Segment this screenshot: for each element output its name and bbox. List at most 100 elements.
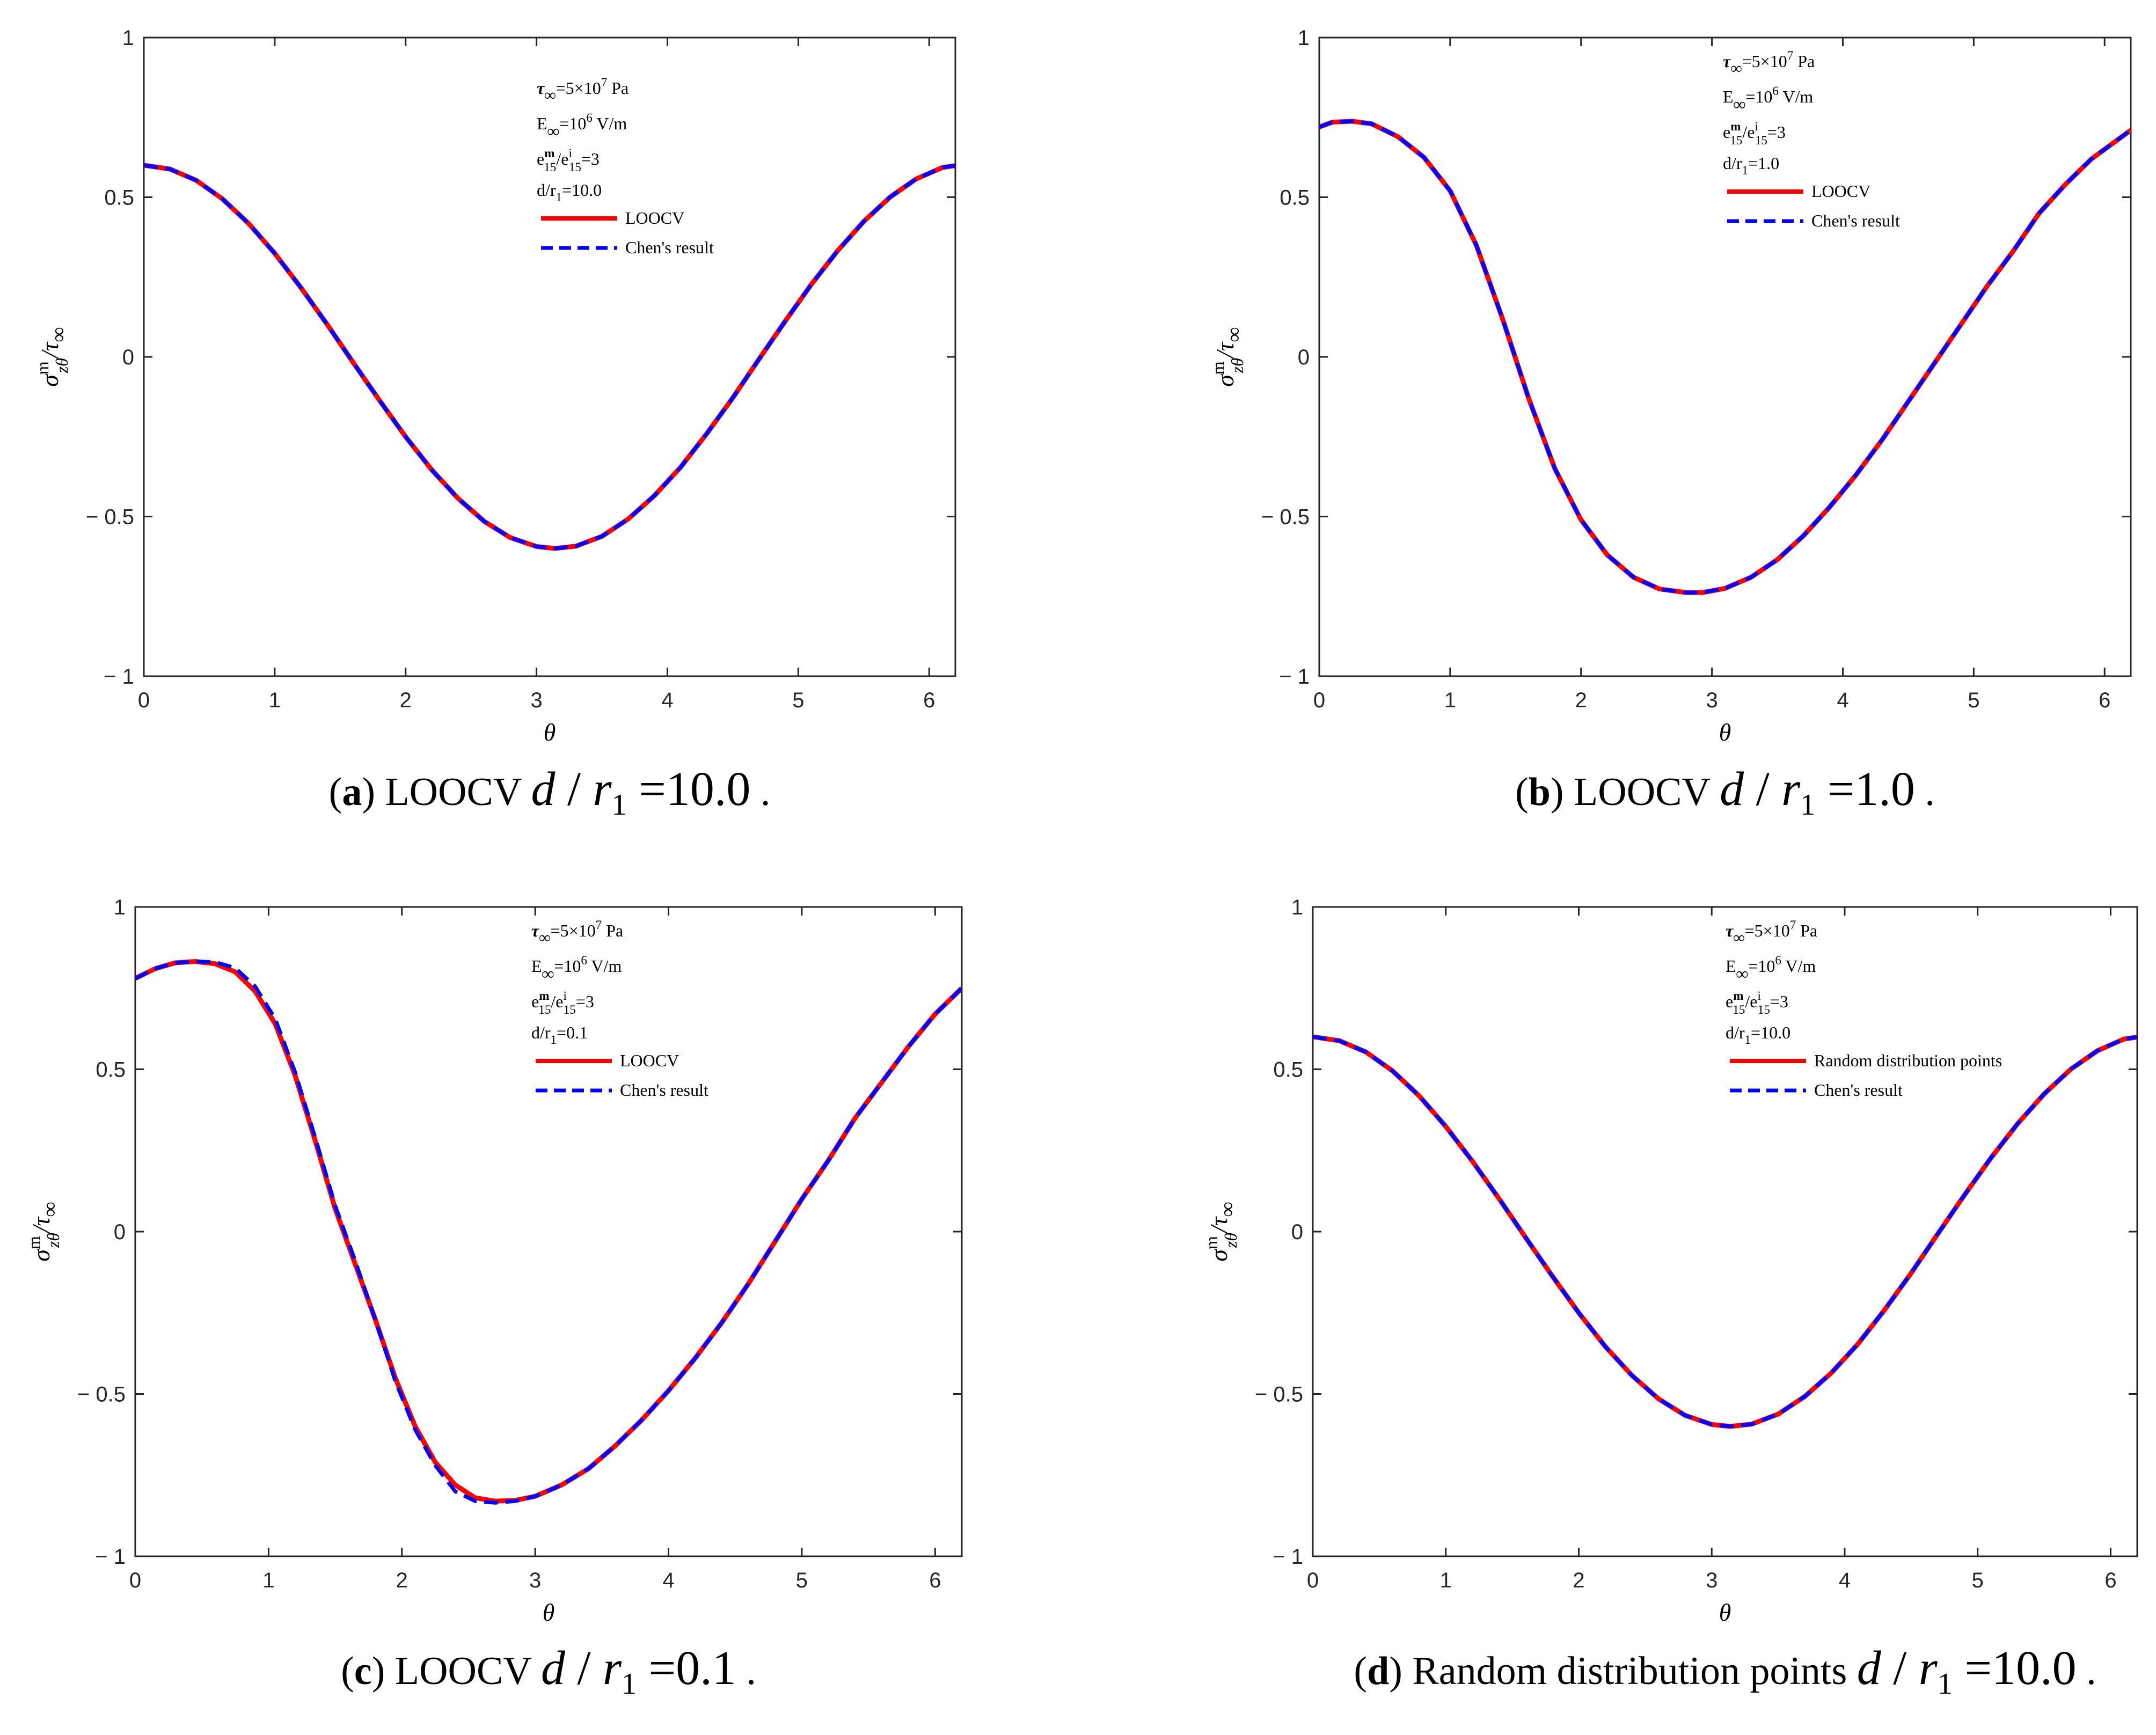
series-line-blue xyxy=(1319,119,2131,595)
series-line-blue xyxy=(135,960,962,1505)
annotation-tau: τ∞=5×107 Pa xyxy=(531,918,623,947)
x-axis-label: θ xyxy=(544,719,556,746)
legend-label: Chen's result xyxy=(1811,211,1900,230)
x-tick-label: 1 xyxy=(262,1569,274,1592)
plot-frame xyxy=(1318,36,2132,677)
annotation-e-ratio: em 15/ei 15=3 xyxy=(1723,120,1786,147)
x-tick-label: 1 xyxy=(1440,1569,1452,1592)
annotation-tau: τ∞=5×107 Pa xyxy=(537,76,628,104)
y-tick-label: 0.5 xyxy=(1280,186,1310,210)
y-tick-label: 1 xyxy=(1298,26,1310,50)
x-tick-label: 2 xyxy=(400,689,412,712)
x-axis-label: θ xyxy=(1719,1599,1731,1626)
annotation-e-ratio: em 15/ei 15=3 xyxy=(531,989,594,1016)
y-tick-label: − 0.5 xyxy=(86,506,134,529)
y-tick-label: 0 xyxy=(1291,1220,1303,1244)
parameter-annotations: τ∞=5×107 Pa E∞=106 V/m em 15/ei 15=3 d/r1=0.1… xyxy=(531,918,708,1100)
x-tick-label: 4 xyxy=(662,1569,674,1592)
legend-label: LOOCV xyxy=(625,208,684,228)
x-tick-label: 2 xyxy=(396,1569,408,1592)
series-line-blue xyxy=(144,163,955,551)
x-tick-label: 0 xyxy=(1307,1569,1319,1592)
panel-caption: (d) Random distribution points d / r1 =1… xyxy=(1354,1642,2096,1701)
x-tick-label: 3 xyxy=(1706,1569,1718,1592)
panel-a: 0 1 2 3 4 5 6 − 1 − 0.5 0 0.5 1 θ σmzθ/τ∞ τ∞=5×107 Pa E… xyxy=(33,26,956,822)
legend-label: Chen's result xyxy=(1814,1080,1903,1100)
legend-label: LOOCV xyxy=(620,1051,679,1070)
y-tick-label: − 1 xyxy=(95,1545,126,1569)
x-tick-label: 5 xyxy=(1968,689,1979,712)
parameter-annotations: τ∞=5×107 Pa E∞=106 V/m em 15/ei 15=3 d/r1=10.… xyxy=(1726,918,2002,1100)
plot-frame xyxy=(143,36,956,677)
y-axis-label: σmzθ/τ∞ xyxy=(1208,327,1247,387)
annotation-d-ratio: d/r1=10.0 xyxy=(1726,1023,1790,1046)
x-tick-label: 0 xyxy=(138,689,150,712)
y-tick-label: 0 xyxy=(122,346,134,369)
x-tick-label: 6 xyxy=(929,1569,941,1592)
annotation-e-field: E∞=106 V/m xyxy=(537,111,627,141)
x-tick-label: 1 xyxy=(269,689,281,712)
y-tick-label: 0.5 xyxy=(104,186,134,210)
y-tick-label: − 0.5 xyxy=(77,1383,126,1407)
x-tick-label: 5 xyxy=(1972,1569,1984,1592)
y-tick-label: 1 xyxy=(114,896,126,919)
y-tick-label: 0.5 xyxy=(96,1058,126,1082)
panel-caption: (a) LOOCV d / r1 =10.0 . xyxy=(329,763,771,822)
parameter-annotations: τ∞=5×107 Pa E∞=106 V/m em 15/ei 15=3 d/r1=10.… xyxy=(537,76,714,257)
annotation-e-ratio: em 15/ei 15=3 xyxy=(1726,989,1788,1016)
y-tick-label: 1 xyxy=(1291,896,1303,919)
annotation-d-ratio: d/r1=1.0 xyxy=(1723,153,1779,177)
panel-caption: (c) LOOCV d / r1 =0.1 . xyxy=(341,1642,756,1701)
annotation-e-field: E∞=106 V/m xyxy=(1726,954,1816,983)
y-tick-label: 0.5 xyxy=(1273,1058,1303,1082)
y-tick-label: 1 xyxy=(122,26,134,50)
y-axis-label: σmzθ/τ∞ xyxy=(1202,1202,1240,1262)
x-tick-label: 5 xyxy=(792,689,804,712)
annotation-d-ratio: d/r1=10.0 xyxy=(537,180,602,204)
x-tick-label: 2 xyxy=(1573,1569,1584,1592)
x-tick-label: 5 xyxy=(796,1569,808,1592)
y-axis-label: σmzθ/τ∞ xyxy=(33,327,71,387)
panel-b: 0 1 2 3 4 5 6 − 1 − 0.5 0 0.5 1 θ σmzθ/τ∞ τ∞=5×107 Pa E… xyxy=(1208,26,2132,822)
x-axis-label: θ xyxy=(543,1599,555,1626)
legend-label: LOOCV xyxy=(1811,181,1870,201)
x-tick-label: 0 xyxy=(129,1569,141,1592)
x-tick-label: 6 xyxy=(2099,689,2110,712)
panel-c: 0 1 2 3 4 5 6 − 1 − 0.5 0 0.5 1 θ σmzθ/τ∞ τ∞=5×107 Pa E… xyxy=(24,896,963,1701)
series-line-blue xyxy=(1313,1035,2137,1429)
x-tick-label: 3 xyxy=(1706,689,1718,712)
y-tick-label: − 0.5 xyxy=(1255,1383,1303,1407)
annotation-tau: τ∞=5×107 Pa xyxy=(1726,918,1817,947)
y-tick-label: − 0.5 xyxy=(1261,506,1310,529)
y-tick-label: − 1 xyxy=(104,665,134,689)
legend-label: Chen's result xyxy=(620,1080,708,1100)
x-tick-label: 4 xyxy=(1839,1569,1851,1592)
panel-caption: (b) LOOCV d / r1 =1.0 . xyxy=(1515,763,1935,822)
x-axis-label: θ xyxy=(1719,719,1731,746)
x-tick-label: 0 xyxy=(1313,689,1325,712)
annotation-d-ratio: d/r1=0.1 xyxy=(531,1023,588,1046)
annotation-e-ratio: em 15/ei 15=3 xyxy=(537,147,600,174)
x-tick-label: 3 xyxy=(530,689,542,712)
legend-label: Random distribution points xyxy=(1814,1051,2002,1070)
y-axis-label: σmzθ/τ∞ xyxy=(24,1202,63,1262)
y-tick-label: 0 xyxy=(114,1220,126,1244)
x-tick-label: 4 xyxy=(661,689,673,712)
x-tick-label: 3 xyxy=(529,1569,541,1592)
x-tick-label: 1 xyxy=(1444,689,1456,712)
x-tick-label: 6 xyxy=(923,689,935,712)
x-tick-label: 4 xyxy=(1837,689,1848,712)
legend-label: Chen's result xyxy=(625,238,714,257)
x-tick-label: 6 xyxy=(2104,1569,2116,1592)
annotation-e-field: E∞=106 V/m xyxy=(531,954,622,983)
annotation-e-field: E∞=106 V/m xyxy=(1723,84,1813,114)
annotation-tau: τ∞=5×107 Pa xyxy=(1723,49,1815,77)
y-tick-label: − 1 xyxy=(1279,665,1310,689)
plot-frame xyxy=(134,906,963,1557)
parameter-annotations: τ∞=5×107 Pa E∞=106 V/m em 15/ei 15=3 d/r1=1.0… xyxy=(1723,49,1900,230)
y-tick-label: 0 xyxy=(1298,346,1310,369)
x-tick-label: 2 xyxy=(1575,689,1587,712)
y-tick-label: − 1 xyxy=(1273,1545,1303,1569)
plot-frame xyxy=(1312,906,2138,1557)
